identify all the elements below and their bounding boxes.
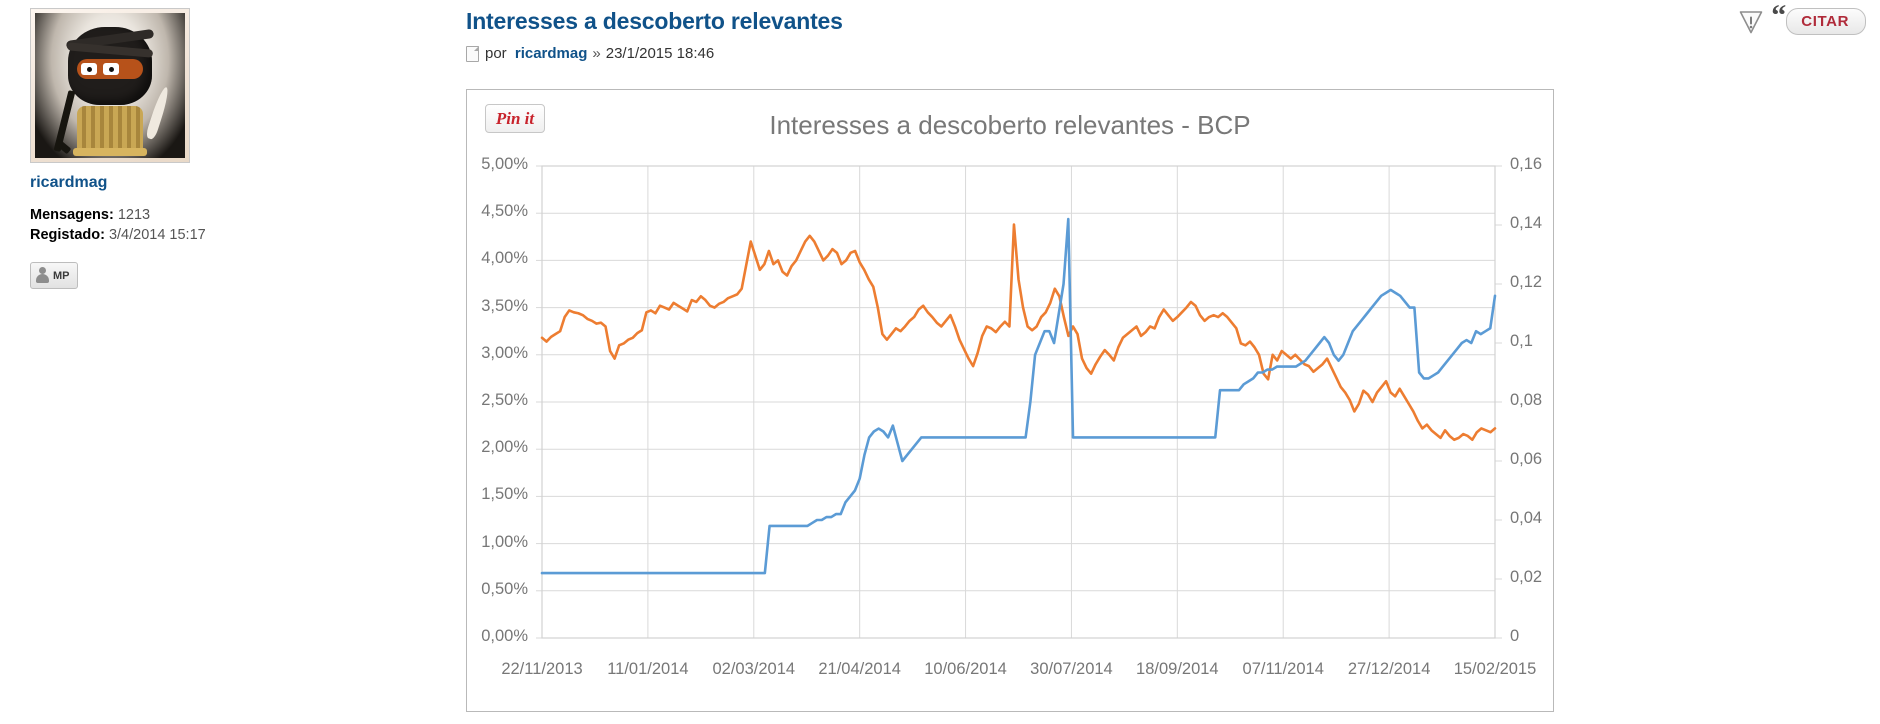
x-axis-tick-label: 27/12/2014 xyxy=(1347,660,1431,678)
y-axis-left-tick-label: 1,50% xyxy=(481,485,528,504)
y-axis-left-tick-label: 3,50% xyxy=(481,296,528,315)
byline-separator: » xyxy=(592,45,601,62)
x-axis-tick-label: 15/02/2015 xyxy=(1453,660,1537,678)
x-axis-tick-label: 07/11/2014 xyxy=(1242,660,1324,678)
y-axis-left-tick-label: 2,50% xyxy=(481,391,528,409)
y-axis-right-tick-label: 0,14 xyxy=(1510,214,1543,232)
x-axis-tick-label: 11/01/2014 xyxy=(607,660,689,678)
x-axis-tick-label: 18/09/2014 xyxy=(1136,660,1219,678)
pin-it-label: Pin it xyxy=(495,108,535,128)
y-axis-right-tick-label: 0,12 xyxy=(1510,273,1543,291)
byline-author-link[interactable]: ricardmag xyxy=(514,45,588,62)
report-warning-icon[interactable] xyxy=(1738,9,1764,35)
quote-mark-icon: “ xyxy=(1771,0,1787,32)
y-axis-left-tick-label: 0,50% xyxy=(481,579,528,598)
stat-messages: Mensagens: 1213 xyxy=(30,206,330,226)
y-axis-left-tick-label: 3,00% xyxy=(481,343,528,362)
y-axis-right-tick-label: 0,16 xyxy=(1510,155,1543,173)
plot-frame xyxy=(541,165,1496,639)
post-icon xyxy=(466,45,479,62)
x-axis-tick-label: 02/03/2014 xyxy=(712,660,796,678)
avatar-belt xyxy=(73,148,147,156)
avatar-rifle-stock-icon xyxy=(54,138,72,155)
pinterest-pin-it-button[interactable]: Pin it xyxy=(485,104,545,133)
chart-plot-area: 0,00% 0,50% 1,00% 1,50% 2,00% 2,50% 3,00% 3,50%… xyxy=(467,90,1555,713)
y-axis-right-tick-label: 0,04 xyxy=(1510,509,1543,527)
y-axis-right-tick-label: 0,02 xyxy=(1510,568,1543,586)
avatar[interactable] xyxy=(30,8,190,163)
chart-title: Interesses a descoberto relevantes - BCP xyxy=(769,110,1251,140)
byline-date: 23/1/2015 18:46 xyxy=(605,45,715,62)
private-message-button[interactable]: MP xyxy=(30,262,78,290)
y-axis-left-tick-label: 1,00% xyxy=(481,532,528,551)
y-axis-right-tick-label: 0 xyxy=(1510,627,1520,645)
avatar-body xyxy=(77,106,143,154)
y-axis-right-tick-label: 0,06 xyxy=(1510,450,1543,468)
post-header: Interesses a descoberto relevantes por r… xyxy=(466,0,1806,62)
stat-messages-label: Mensagens: xyxy=(30,207,114,223)
y-axis-left-tick-label: 5,00% xyxy=(481,155,528,173)
x-axis-tick-label: 30/07/2014 xyxy=(1030,660,1113,678)
y-axis-left-tick-label: 4,50% xyxy=(481,202,528,221)
stat-registered-value: 3/4/2014 15:17 xyxy=(108,226,206,243)
author-username-link[interactable]: ricardmag xyxy=(30,174,108,191)
stat-registered-label: Registado: xyxy=(30,226,105,243)
stat-messages-value: 1213 xyxy=(117,207,151,223)
avatar-pupil-left xyxy=(87,67,92,72)
avatar-sword-icon xyxy=(144,85,172,141)
avatar-image xyxy=(35,13,185,158)
quote-button-label: CITAR xyxy=(1801,13,1849,30)
byline-by-word: por xyxy=(485,45,507,62)
private-message-label: MP xyxy=(53,269,70,282)
post-tools: “ CITAR xyxy=(1738,1,1866,35)
chart-svg xyxy=(536,165,1502,639)
x-axis-tick-label: 10/06/2014 xyxy=(924,660,1007,678)
author-profile: ricardmag Mensagens: 1213 Registado: 3/4… xyxy=(30,8,330,290)
author-stats: Mensagens: 1213 Registado: 3/4/2014 15:1… xyxy=(30,206,330,245)
series-line xyxy=(540,217,1497,575)
byline: por ricardmag » 23/1/2015 18:46 xyxy=(466,45,1806,62)
y-axis-left-tick-label: 0,00% xyxy=(481,627,528,645)
series-line xyxy=(540,223,1497,442)
y-axis-left-tick-label: 2,00% xyxy=(481,438,528,457)
x-axis-tick-label: 22/11/2013 xyxy=(501,660,583,678)
avatar-pupil-right xyxy=(109,67,114,72)
y-axis-right-tick-label: 0,1 xyxy=(1510,332,1533,350)
y-axis-right-tick-label: 0,08 xyxy=(1510,391,1543,409)
user-icon xyxy=(35,267,50,284)
y-axis-left-tick-label: 4,00% xyxy=(481,249,528,268)
page-title: Interesses a descoberto relevantes xyxy=(466,8,843,34)
quote-button[interactable]: “ CITAR xyxy=(1771,1,1866,35)
chart-container: Pin it Interesses a descoberto relevante… xyxy=(466,89,1554,712)
x-axis-tick-label: 21/04/2014 xyxy=(818,660,901,678)
stat-registered: Registado: 3/4/2014 15:17 xyxy=(30,226,330,246)
